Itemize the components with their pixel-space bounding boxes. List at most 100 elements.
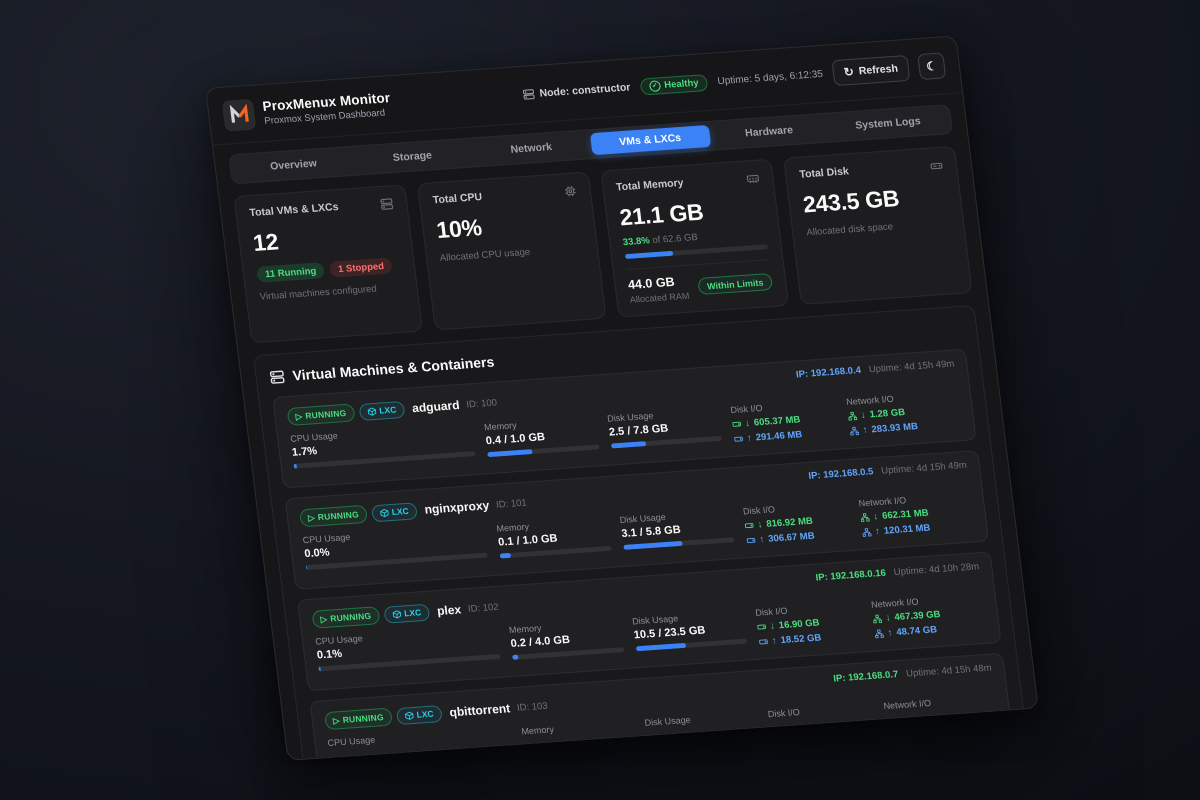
- network-in-value: 662.31 MB: [881, 507, 930, 522]
- disk-read-value: 816.92 MB: [765, 515, 814, 530]
- brand: ProxMenux Monitor Proxmox System Dashboa…: [221, 89, 393, 132]
- tab-label: Network: [509, 140, 553, 156]
- card-cpu-label: Total CPU: [432, 190, 483, 207]
- refresh-button[interactable]: ↻ Refresh: [831, 54, 911, 87]
- up-arrow-icon: ↑: [887, 627, 894, 639]
- down-arrow-icon: ↓: [872, 511, 879, 523]
- vm-row: IP: 192.168.0.16 Uptime: 4d 10h 28m ▷ RUN…: [297, 551, 1002, 692]
- disk-io-metric: Disk I/O ↓ 605.37 MB ↑ 291.46 MB: [726, 370, 838, 445]
- tab-system-logs[interactable]: System Logs: [827, 108, 949, 138]
- tab-overview[interactable]: Overview: [233, 150, 355, 180]
- vm-id: ID: 102: [467, 601, 500, 615]
- cpu-usage-metric: CPU Usage 0.0%: [302, 523, 488, 570]
- hdd-icon: [734, 436, 743, 442]
- status-badge: ▷ RUNNING: [311, 606, 381, 629]
- disk-read-value: 16.90 GB: [778, 617, 821, 632]
- network-icon: [850, 426, 860, 436]
- header: ProxMenux Monitor Proxmox System Dashboa…: [206, 36, 963, 146]
- card-vms-caption: Virtual machines configured: [259, 283, 378, 303]
- refresh-label: Refresh: [858, 62, 899, 78]
- up-arrow-icon: ↑: [758, 534, 765, 546]
- down-arrow-icon: ↓: [744, 417, 751, 430]
- hdd-icon: [744, 523, 754, 529]
- vm-row: IP: 192.168.0.4 Uptime: 4d 15h 49m ▷ RUNN…: [272, 348, 977, 489]
- network-io-metric: Network I/O ↓ 467.39 GB ↑ 48.74 GB: [867, 564, 987, 639]
- hdd-icon: [732, 421, 742, 427]
- disk-usage-bar: [635, 638, 748, 651]
- servers-icon: [380, 198, 393, 210]
- cpu-usage-metric: CPU Usage: [327, 725, 510, 748]
- network-out-value: 120.31 MB: [883, 522, 932, 537]
- memory-icon: [747, 174, 760, 184]
- network-icon: [873, 614, 883, 624]
- container-box-icon: [379, 508, 389, 517]
- down-arrow-icon: ↓: [860, 409, 867, 422]
- vm-name: nginxproxy: [423, 498, 491, 517]
- tab-network[interactable]: Network: [471, 133, 593, 163]
- network-out-value: 283.93 MB: [870, 421, 919, 436]
- memory-bar: [487, 444, 599, 457]
- network-icon: [860, 513, 870, 522]
- network-icon: [848, 411, 858, 421]
- node-label: Node: constructor: [538, 81, 632, 100]
- memory-metric: Memory 0.1 / 1.0 GB: [493, 488, 612, 559]
- type-badge: LXC: [358, 400, 406, 421]
- up-arrow-icon: ↑: [746, 432, 753, 445]
- card-vms-value: 12: [251, 228, 280, 256]
- section-title: Virtual Machines & Containers: [291, 353, 496, 384]
- play-icon: ▷: [307, 511, 316, 523]
- disk-usage-metric: Disk Usage 2.5 / 7.8 GB: [603, 378, 723, 449]
- cpu-usage-metric: CPU Usage 1.7%: [290, 421, 476, 469]
- header-controls: Node: constructor ✓ Healthy Uptime: 5 da…: [521, 52, 947, 107]
- network-io-metric: Network I/O ↓ 662.31 MB ↑ 120.31 MB: [855, 463, 975, 538]
- card-total-memory: Total Memory 21.1 GB 33.8% of 62.6 GB 44…: [599, 158, 790, 318]
- type-badge: LXC: [383, 603, 431, 624]
- vm-row: IP: 192.168.0.5 Uptime: 4d 15h 49m ▷ RUNN…: [284, 449, 990, 590]
- within-limits-badge: Within Limits: [697, 272, 774, 296]
- stopped-count-badge: 1 Stopped: [329, 257, 393, 278]
- tab-label: Storage: [392, 149, 433, 165]
- disk-io-metric: Disk I/O ↓ 16.90 GB ↑ 18.52 GB: [751, 573, 863, 648]
- card-total-cpu: Total CPU 10% Allocated CPU usage: [416, 171, 607, 331]
- tab-vms-lxcs[interactable]: VMs & LXCs: [589, 124, 711, 156]
- disk-usage-metric: Disk Usage 10.5 / 23.5 GB: [628, 581, 748, 651]
- vm-name: plex: [436, 602, 462, 619]
- check-circle-icon: ✓: [648, 79, 661, 92]
- tab-storage[interactable]: Storage: [352, 142, 474, 172]
- memory-metric: Memory: [517, 691, 633, 737]
- status-badge: ▷ RUNNING: [323, 707, 393, 731]
- hdd-icon: [759, 639, 768, 645]
- tab-label: VMs & LXCs: [618, 131, 682, 149]
- container-box-icon: [367, 407, 377, 416]
- type-badge: LXC: [395, 704, 443, 725]
- memory-bar: [499, 545, 612, 559]
- card-disk-label: Total Disk: [798, 165, 850, 181]
- memory-label: Memory: [520, 724, 555, 737]
- hdd-icon: [930, 162, 943, 170]
- down-arrow-icon: ↓: [757, 519, 764, 531]
- disk-io-label: Disk I/O: [767, 707, 801, 720]
- hdd-icon: [757, 624, 767, 630]
- container-box-icon: [392, 609, 401, 618]
- vm-list: IP: 192.168.0.4 Uptime: 4d 15h 49m ▷ RUNN…: [272, 348, 1015, 761]
- vm-name: qbittorrent: [448, 701, 511, 720]
- disk-write-value: 306.67 MB: [767, 530, 816, 545]
- network-io-metric: Network I/O ↓ 1.28 GB ↑ 283.93 MB: [842, 361, 962, 436]
- down-arrow-icon: ↓: [769, 620, 776, 632]
- hdd-icon: [746, 537, 756, 544]
- memory-of-total: of 62.6 GB: [649, 232, 699, 247]
- stat-cards: Total VMs & LXCs 12 11 Running 1 Stopped…: [233, 145, 973, 344]
- tab-hardware[interactable]: Hardware: [708, 117, 830, 147]
- network-icon: [862, 528, 872, 537]
- status-badge: ▷ RUNNING: [286, 403, 356, 426]
- system-uptime: Uptime: 5 days, 6:12:35: [716, 68, 824, 87]
- health-label: Healthy: [663, 77, 700, 91]
- tab-label: Hardware: [744, 124, 794, 140]
- theme-toggle-button[interactable]: ☾: [917, 52, 947, 81]
- down-arrow-icon: ↓: [885, 612, 892, 624]
- status-badge: ▷ RUNNING: [299, 504, 368, 528]
- network-io-label: Network I/O: [882, 697, 932, 712]
- container-box-icon: [404, 711, 414, 720]
- network-in-value: 467.39 GB: [893, 609, 942, 624]
- memory-metric: Memory 0.2 / 4.0 GB: [505, 590, 624, 660]
